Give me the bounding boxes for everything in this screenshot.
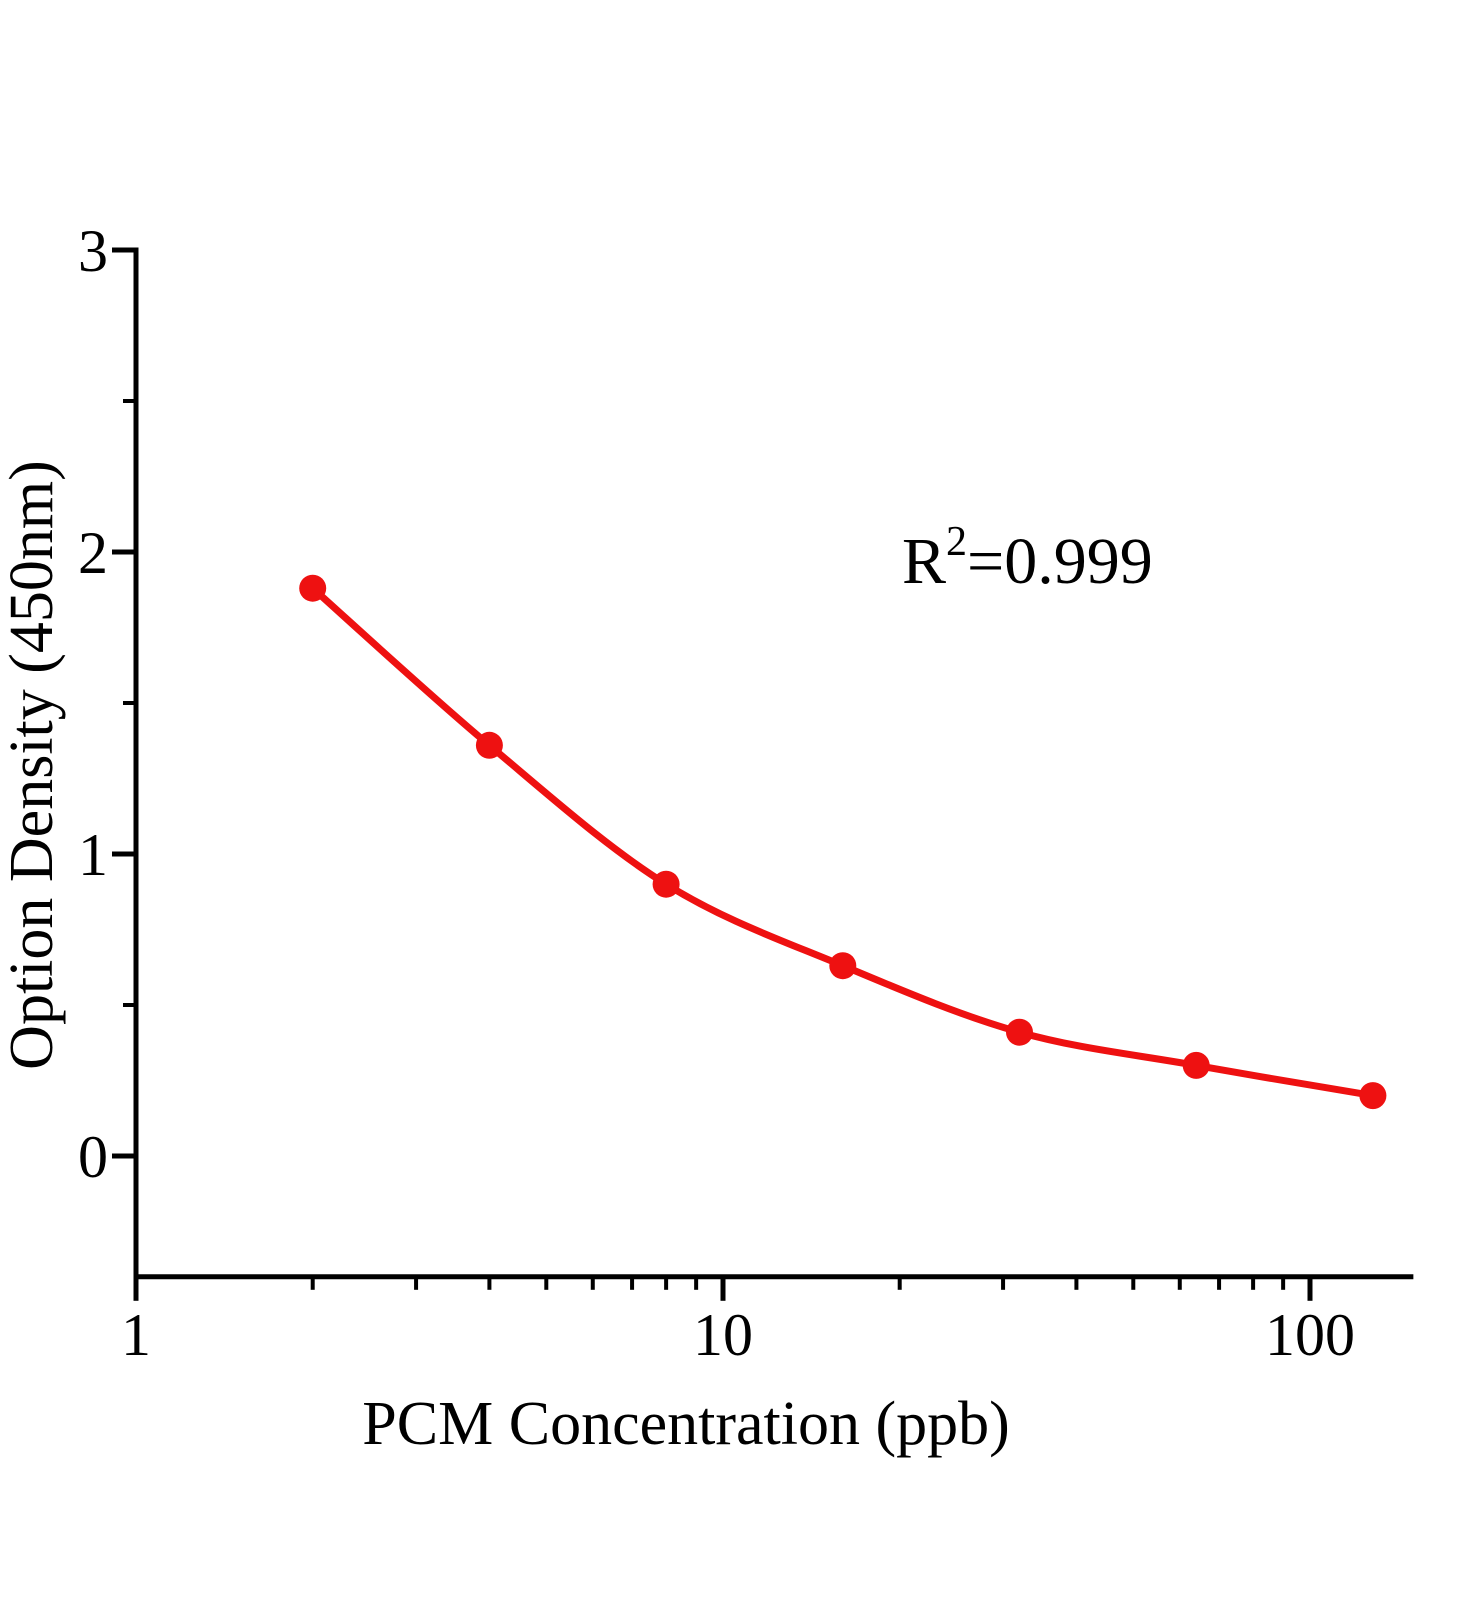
x-tick-label: 10	[693, 1302, 753, 1368]
y-tick-label: 1	[78, 822, 108, 888]
data-point	[652, 870, 680, 898]
data-point	[1006, 1018, 1033, 1046]
x-tick-label: 100	[1265, 1302, 1355, 1368]
y-axis-title: Option Density (450nm)	[0, 460, 66, 1070]
axes-layer	[133, 247, 1414, 1280]
r-squared-annotation: R2=0.999	[902, 519, 1153, 598]
data-point	[299, 574, 327, 602]
tick-layer	[112, 247, 1313, 1301]
data-point	[1359, 1082, 1387, 1110]
fit-curve	[309, 584, 1377, 1100]
x-tick-label: 1	[121, 1302, 151, 1368]
y-tick-label: 0	[78, 1124, 108, 1190]
x-axis-title: PCM Concentration (ppb)	[362, 1390, 1010, 1458]
y-tick-label: 3	[78, 218, 108, 284]
data-point	[475, 731, 503, 759]
data-point	[1182, 1051, 1210, 1079]
y-tick-label: 2	[78, 520, 108, 586]
data-point	[829, 952, 857, 980]
series-layer	[299, 574, 1387, 1110]
